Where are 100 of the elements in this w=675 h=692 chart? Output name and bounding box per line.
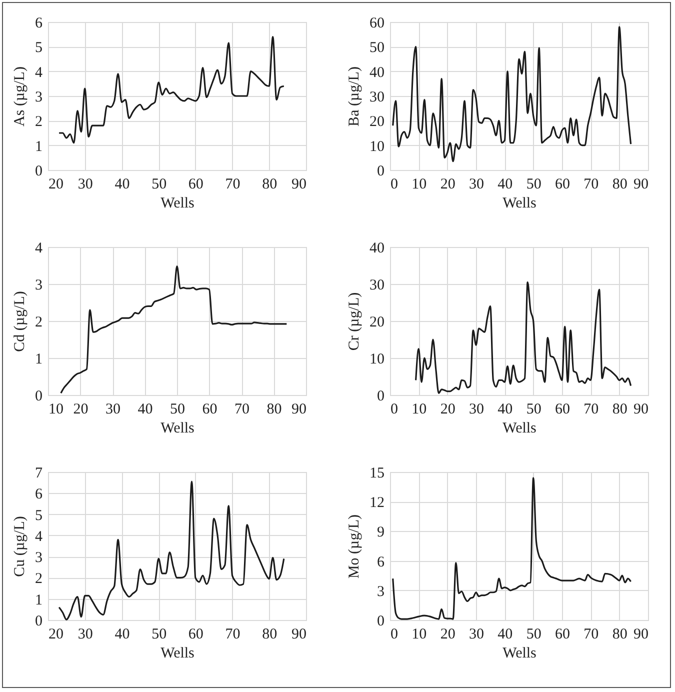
line-series bbox=[392, 477, 632, 620]
x-tick-label: 60 bbox=[188, 626, 204, 642]
x-tick-label: 30 bbox=[469, 402, 484, 418]
x-axis-title: Wells bbox=[160, 196, 195, 212]
x-axis-title: Wells bbox=[160, 646, 195, 662]
y-tick-label: 9 bbox=[377, 524, 384, 541]
line-series bbox=[392, 26, 632, 162]
y-tick-label: 3 bbox=[377, 584, 384, 600]
x-tick-label: 60 bbox=[555, 626, 570, 642]
y-tick-label: 10 bbox=[370, 352, 384, 368]
y-tick-label: 60 bbox=[370, 16, 384, 32]
y-tick-label: 6 bbox=[35, 16, 43, 32]
y-tick-label: 6 bbox=[35, 486, 43, 503]
x-tick-label: 60 bbox=[555, 402, 570, 418]
x-tick-label: 80 bbox=[612, 176, 628, 192]
y-tick-label: 1 bbox=[35, 592, 42, 608]
y-tick-label: 20 bbox=[370, 314, 384, 330]
x-tick-label: 10 bbox=[412, 402, 427, 418]
y-axis-title: Ba (µg/L) bbox=[346, 66, 362, 126]
x-tick-label: 80 bbox=[262, 626, 278, 642]
y-tick-label: 30 bbox=[370, 90, 384, 106]
x-tick-label: 50 bbox=[526, 626, 542, 642]
x-tick-label: 10 bbox=[412, 626, 427, 642]
y-tick-label: 2 bbox=[35, 114, 42, 130]
x-tick-label: 60 bbox=[202, 402, 218, 418]
x-tick-label: 50 bbox=[526, 402, 542, 418]
x-tick-label: 20 bbox=[440, 176, 456, 192]
x-tick-label: 50 bbox=[170, 402, 185, 418]
x-tick-label: 40 bbox=[498, 402, 513, 418]
x-tick-label: 20 bbox=[48, 626, 64, 642]
x-tick-label: 30 bbox=[469, 626, 484, 642]
x-tick-label: 30 bbox=[78, 626, 93, 642]
x-tick-label: 70 bbox=[584, 626, 599, 642]
y-tick-label: 20 bbox=[370, 114, 384, 130]
x-tick-label: 40 bbox=[498, 176, 513, 192]
y-tick-label: 40 bbox=[370, 240, 384, 256]
x-tick-label: 70 bbox=[225, 626, 240, 642]
y-tick-label: 4 bbox=[35, 528, 43, 545]
x-tick-label: 50 bbox=[152, 626, 167, 642]
x-tick-label: 30 bbox=[106, 402, 120, 418]
x-tick-label: 90 bbox=[634, 176, 648, 192]
x-tick-label: 90 bbox=[634, 402, 648, 418]
x-tick-label: 40 bbox=[114, 176, 130, 192]
x-tick-label: 90 bbox=[634, 626, 648, 642]
y-tick-label: 6 bbox=[377, 554, 385, 570]
x-tick-label: 60 bbox=[555, 176, 570, 192]
y-tick-label: 5 bbox=[35, 40, 42, 56]
y-tick-label: 5 bbox=[35, 508, 42, 524]
y-tick-label: 7 bbox=[35, 466, 43, 482]
x-tick-label: 90 bbox=[292, 176, 306, 192]
y-tick-label: 3 bbox=[35, 278, 42, 294]
x-axis-title: Wells bbox=[502, 646, 537, 662]
x-tick-label: 90 bbox=[292, 402, 306, 418]
y-axis-title: As (µg/L) bbox=[12, 66, 28, 126]
x-tick-label: 10 bbox=[412, 176, 427, 192]
y-tick-label: 4 bbox=[35, 240, 43, 256]
x-tick-label: 70 bbox=[584, 402, 599, 418]
x-tick-label: 10 bbox=[48, 402, 64, 418]
x-tick-label: 70 bbox=[584, 176, 599, 192]
y-axis-title: Cd (µg/L) bbox=[12, 291, 28, 352]
x-tick-label: 20 bbox=[440, 402, 456, 418]
x-tick-label: 20 bbox=[73, 402, 88, 418]
x-tick-label: 70 bbox=[225, 176, 240, 192]
x-tick-label: 70 bbox=[234, 402, 250, 418]
x-tick-label: 40 bbox=[114, 626, 130, 642]
x-tick-label: 20 bbox=[440, 626, 456, 642]
y-tick-label: 1 bbox=[35, 138, 42, 155]
x-tick-label: 0 bbox=[390, 176, 398, 192]
y-tick-label: 0 bbox=[377, 164, 384, 180]
y-axis-title: Mo (µg/L) bbox=[346, 514, 362, 579]
y-tick-label: 0 bbox=[377, 388, 384, 404]
x-tick-label: 90 bbox=[292, 626, 306, 642]
x-tick-label: 80 bbox=[612, 402, 628, 418]
x-tick-label: 0 bbox=[390, 402, 398, 418]
x-tick-label: 80 bbox=[612, 626, 628, 642]
x-tick-label: 30 bbox=[78, 176, 93, 192]
line-series bbox=[58, 480, 285, 620]
x-tick-label: 60 bbox=[188, 176, 204, 192]
x-tick-label: 80 bbox=[266, 402, 282, 418]
y-tick-label: 10 bbox=[370, 138, 384, 155]
x-tick-label: 80 bbox=[262, 176, 278, 192]
x-tick-label: 50 bbox=[152, 176, 167, 192]
y-tick-label: 0 bbox=[35, 614, 42, 630]
y-tick-label: 2 bbox=[35, 571, 42, 588]
y-axis-title: Cr (µg/L) bbox=[346, 292, 362, 351]
y-tick-label: 4 bbox=[35, 64, 43, 81]
y-tick-label: 0 bbox=[35, 164, 42, 180]
y-tick-label: 1 bbox=[35, 352, 42, 368]
x-tick-label: 40 bbox=[138, 402, 153, 418]
y-tick-label: 0 bbox=[35, 388, 42, 404]
y-tick-label: 12 bbox=[370, 495, 384, 512]
x-axis-title: Wells bbox=[160, 420, 195, 436]
x-tick-label: 50 bbox=[526, 176, 542, 192]
y-tick-label: 2 bbox=[35, 314, 42, 330]
line-series bbox=[58, 36, 285, 144]
line-series bbox=[415, 281, 632, 394]
line-series bbox=[60, 265, 288, 394]
y-tick-label: 15 bbox=[370, 466, 384, 482]
x-tick-label: 30 bbox=[469, 176, 484, 192]
y-tick-label: 40 bbox=[370, 64, 384, 81]
